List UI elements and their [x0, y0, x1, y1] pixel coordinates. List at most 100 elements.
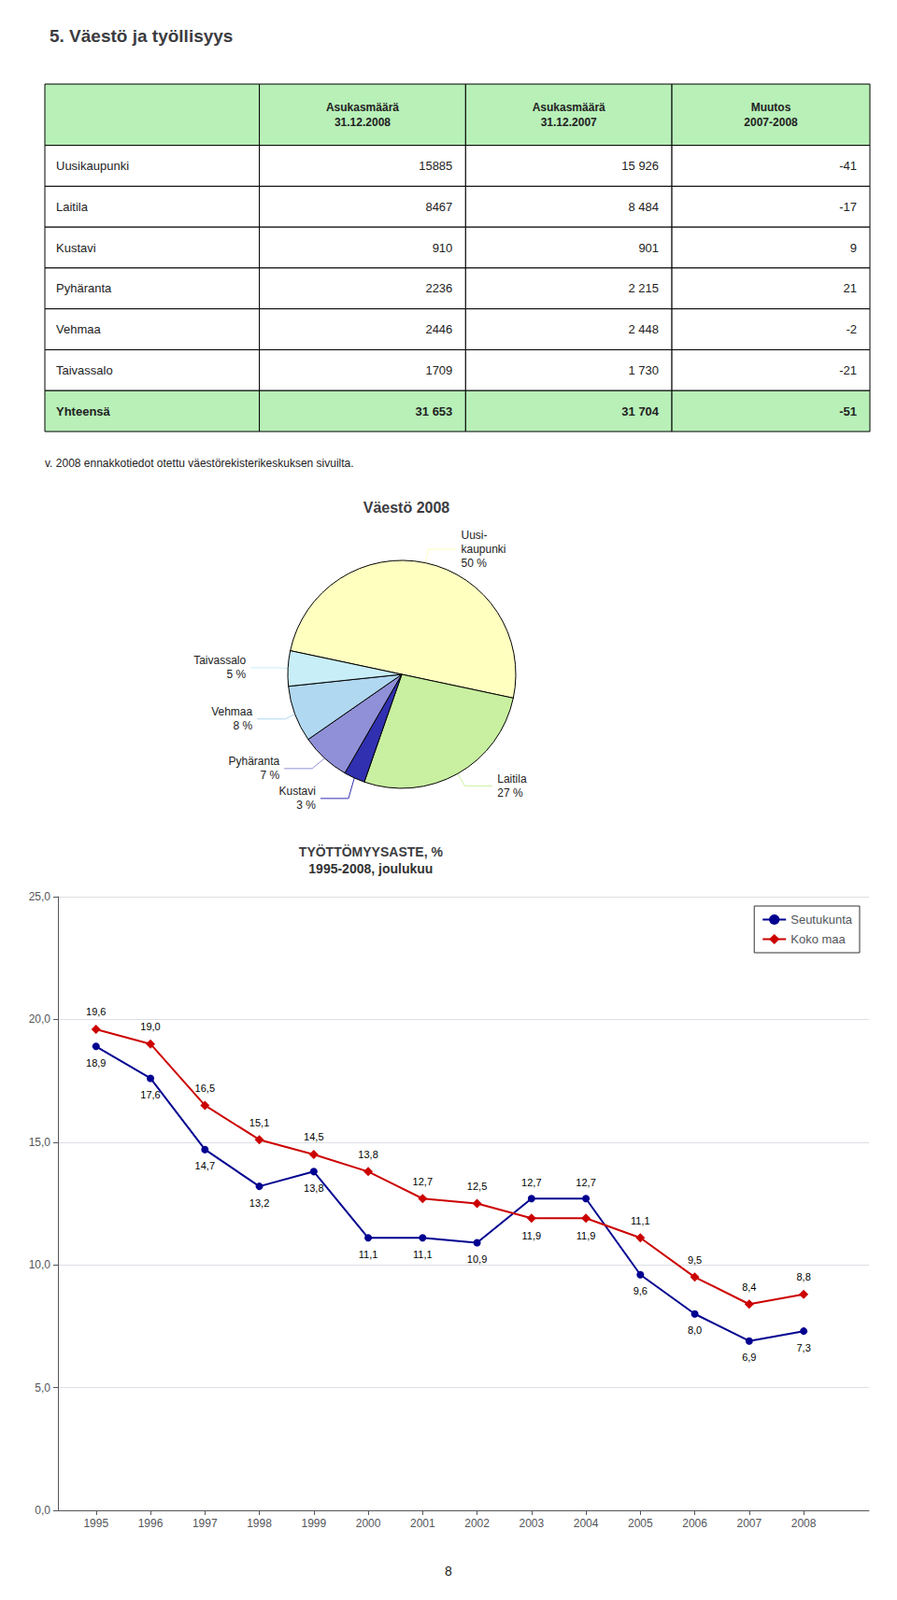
- svg-text:Kustavi: Kustavi: [56, 241, 97, 256]
- svg-text:1995: 1995: [83, 1517, 109, 1531]
- svg-text:Pyhäranta: Pyhäranta: [227, 754, 280, 769]
- svg-text:2001: 2001: [410, 1517, 436, 1531]
- svg-text:2007: 2007: [736, 1517, 762, 1531]
- svg-text:2006: 2006: [682, 1517, 708, 1531]
- svg-text:Vehmaa: Vehmaa: [56, 322, 101, 337]
- svg-text:2003: 2003: [518, 1517, 544, 1531]
- svg-text:8,8: 8,8: [796, 1271, 811, 1283]
- svg-text:15885: 15885: [418, 158, 453, 173]
- svg-text:11,9: 11,9: [522, 1230, 542, 1242]
- svg-text:1998: 1998: [246, 1517, 272, 1531]
- svg-text:Taivassalo: Taivassalo: [193, 654, 246, 668]
- svg-text:kaupunki: kaupunki: [460, 542, 506, 556]
- svg-text:5 %: 5 %: [227, 668, 247, 682]
- svg-text:Vehmaa: Vehmaa: [211, 705, 253, 719]
- svg-text:8: 8: [444, 1564, 453, 1580]
- svg-text:19,0: 19,0: [140, 1021, 160, 1033]
- svg-text:Muutos: Muutos: [751, 100, 792, 114]
- svg-text:8 484: 8 484: [628, 199, 660, 214]
- svg-text:1996: 1996: [138, 1517, 164, 1531]
- svg-text:2005: 2005: [627, 1517, 654, 1531]
- svg-text:19,6: 19,6: [85, 1006, 106, 1018]
- svg-text:13,2: 13,2: [249, 1197, 270, 1210]
- svg-text:v. 2008 ennakkotiedot otettu v: v. 2008 ennakkotiedot otettu väestörekis…: [44, 456, 355, 470]
- svg-text:2446: 2446: [425, 322, 453, 337]
- svg-text:13,8: 13,8: [303, 1182, 324, 1195]
- svg-text:Laitila: Laitila: [56, 199, 89, 214]
- svg-text:27 %: 27 %: [497, 786, 524, 800]
- svg-text:Uusi-: Uusi-: [460, 528, 487, 542]
- svg-text:7 %: 7 %: [259, 768, 280, 783]
- svg-text:13,8: 13,8: [357, 1149, 378, 1161]
- svg-text:2 448: 2 448: [628, 322, 660, 337]
- svg-text:12,7: 12,7: [521, 1177, 542, 1189]
- svg-text:8,4: 8,4: [741, 1281, 756, 1294]
- svg-text:25,0: 25,0: [28, 890, 52, 904]
- svg-text:Pyhäranta: Pyhäranta: [56, 281, 113, 296]
- svg-text:12,5: 12,5: [467, 1181, 487, 1193]
- svg-text:Taivassalo: Taivassalo: [56, 363, 114, 378]
- svg-text:10,0: 10,0: [28, 1258, 52, 1272]
- svg-text:1709: 1709: [425, 363, 453, 378]
- svg-text:1997: 1997: [192, 1517, 218, 1531]
- svg-text:18,9: 18,9: [85, 1057, 106, 1069]
- svg-text:9: 9: [850, 241, 857, 256]
- svg-text:16,5: 16,5: [195, 1082, 215, 1095]
- svg-text:20,0: 20,0: [28, 1012, 52, 1026]
- svg-text:15,0: 15,0: [28, 1136, 52, 1150]
- svg-text:11,1: 11,1: [412, 1249, 433, 1261]
- svg-text:31.12.2007: 31.12.2007: [541, 115, 598, 129]
- svg-text:12,7: 12,7: [412, 1176, 433, 1188]
- svg-text:2007-2008: 2007-2008: [743, 115, 798, 129]
- svg-text:8 %: 8 %: [233, 719, 254, 733]
- svg-text:12,7: 12,7: [575, 1177, 596, 1189]
- svg-text:-17: -17: [839, 199, 857, 214]
- svg-text:901: 901: [638, 241, 659, 256]
- svg-text:1 730: 1 730: [628, 363, 660, 378]
- svg-text:Asukasmäärä: Asukasmäärä: [532, 100, 606, 114]
- svg-text:Laitila: Laitila: [497, 772, 527, 786]
- svg-text:15 926: 15 926: [621, 158, 659, 173]
- svg-text:Uusikaupunki: Uusikaupunki: [56, 158, 129, 173]
- svg-text:21: 21: [843, 281, 857, 296]
- svg-text:11,9: 11,9: [576, 1230, 597, 1242]
- svg-text:14,7: 14,7: [195, 1160, 215, 1172]
- svg-text:2000: 2000: [355, 1517, 382, 1531]
- svg-text:-51: -51: [839, 404, 857, 419]
- svg-text:1999: 1999: [300, 1517, 327, 1531]
- svg-text:-21: -21: [839, 363, 857, 378]
- svg-text:2004: 2004: [573, 1517, 599, 1531]
- svg-text:0,0: 0,0: [34, 1504, 51, 1518]
- svg-text:50 %: 50 %: [460, 556, 487, 570]
- svg-text:-41: -41: [839, 158, 857, 173]
- svg-text:8,0: 8,0: [687, 1324, 702, 1337]
- svg-text:2002: 2002: [464, 1517, 490, 1531]
- svg-text:7,3: 7,3: [796, 1342, 811, 1354]
- svg-text:9,6: 9,6: [633, 1285, 648, 1297]
- svg-text:2 215: 2 215: [628, 281, 660, 296]
- svg-text:31.12.2008: 31.12.2008: [334, 115, 391, 129]
- svg-text:Kustavi: Kustavi: [279, 784, 316, 798]
- svg-text:-2: -2: [845, 322, 857, 337]
- svg-text:Yhteensä: Yhteensä: [56, 404, 112, 419]
- svg-text:Väestö 2008: Väestö 2008: [363, 499, 451, 516]
- svg-text:2236: 2236: [425, 281, 453, 296]
- svg-text:2008: 2008: [791, 1517, 817, 1531]
- svg-text:910: 910: [432, 241, 454, 256]
- svg-text:15,1: 15,1: [249, 1117, 270, 1129]
- svg-text:11,1: 11,1: [358, 1249, 379, 1261]
- svg-text:1995-2008, joulukuu: 1995-2008, joulukuu: [308, 861, 433, 877]
- svg-text:Koko maa: Koko maa: [790, 932, 846, 947]
- svg-text:8467: 8467: [425, 199, 453, 214]
- svg-text:5,0: 5,0: [34, 1381, 51, 1396]
- svg-text:10,9: 10,9: [467, 1253, 487, 1266]
- svg-text:14,5: 14,5: [303, 1131, 324, 1143]
- svg-text:31 653: 31 653: [415, 404, 454, 419]
- svg-text:11,1: 11,1: [630, 1215, 651, 1227]
- svg-text:Asukasmäärä: Asukasmäärä: [326, 100, 399, 114]
- svg-text:TYÖTTÖMYYSASTE, %: TYÖTTÖMYYSASTE, %: [299, 844, 444, 860]
- svg-text:5. Väestö ja työllisyys: 5. Väestö ja työllisyys: [49, 26, 233, 46]
- svg-text:9,5: 9,5: [687, 1254, 702, 1267]
- svg-text:3 %: 3 %: [296, 798, 316, 812]
- svg-text:31 704: 31 704: [621, 404, 660, 419]
